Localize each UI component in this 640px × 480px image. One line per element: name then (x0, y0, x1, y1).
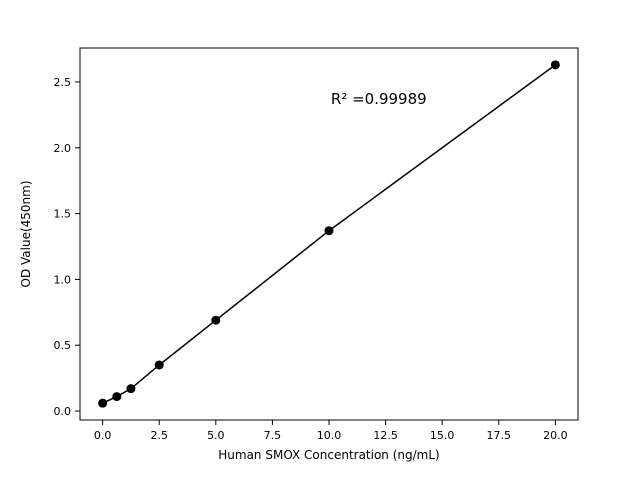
y-axis-label: OD Value(450nm) (19, 180, 33, 287)
data-point (98, 398, 108, 408)
data-point (112, 392, 122, 402)
x-tick-label: 7.5 (264, 429, 282, 442)
x-tick-label: 15.0 (430, 429, 455, 442)
y-tick-label: 2.0 (54, 142, 72, 155)
x-tick-label: 5.0 (207, 429, 225, 442)
y-tick-label: 1.5 (54, 208, 72, 221)
x-axis-label: Human SMOX Concentration (ng/mL) (218, 448, 439, 462)
y-tick-label: 1.0 (54, 273, 72, 286)
x-tick-label: 0.0 (94, 429, 112, 442)
y-tick-label: 0.0 (54, 405, 72, 418)
x-tick-label: 12.5 (373, 429, 398, 442)
data-point (550, 60, 560, 70)
data-point (154, 360, 164, 370)
data-point (126, 384, 136, 394)
x-tick-label: 10.0 (317, 429, 342, 442)
y-tick-label: 0.5 (54, 339, 72, 352)
x-tick-label: 2.5 (150, 429, 168, 442)
r-squared-annotation: R² =0.99989 (331, 90, 427, 108)
data-point (211, 315, 221, 325)
x-tick-label: 20.0 (543, 429, 568, 442)
y-tick-label: 2.5 (54, 76, 72, 89)
x-tick-label: 17.5 (487, 429, 512, 442)
data-point (324, 226, 334, 236)
